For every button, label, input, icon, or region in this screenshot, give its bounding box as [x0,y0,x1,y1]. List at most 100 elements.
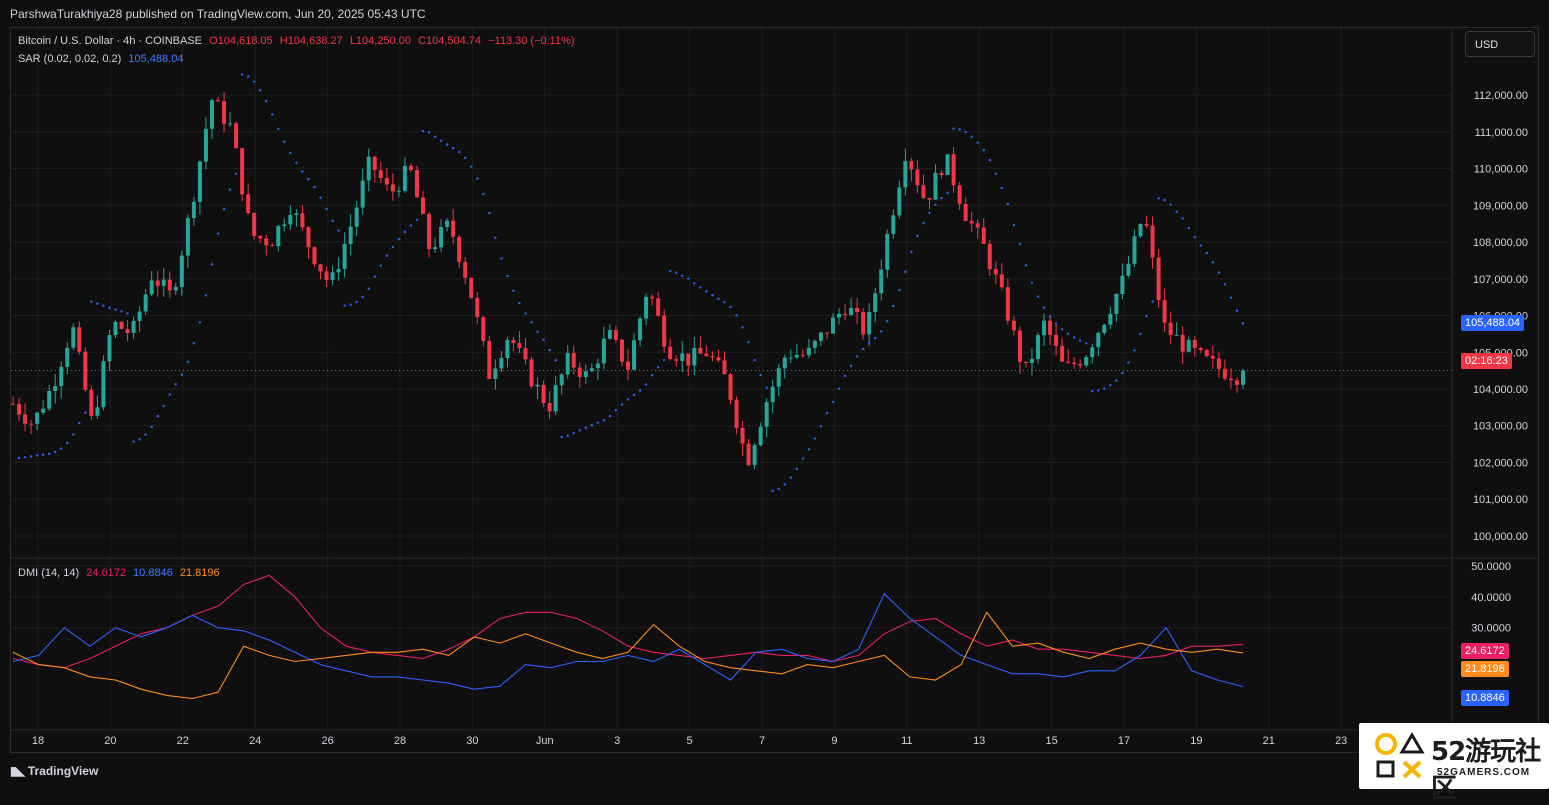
sar-dot [433,135,437,138]
candle-body [131,320,136,334]
sar-dot [524,312,527,315]
sar-dot [602,419,606,422]
sar-dot [819,425,823,428]
sar-dot [150,425,153,429]
dmi-tick-label: 40.0000 [1471,592,1511,604]
price-tick-label: 101,000.00 [1473,494,1528,506]
sar-label[interactable]: SAR (0.02, 0.02, 0.2) [18,53,122,65]
sar-dot [1163,198,1166,202]
sar-dot [1121,371,1124,375]
sar-dot [403,230,407,234]
sar-dot [916,234,919,238]
candle-body [59,366,64,387]
candle-body [276,226,281,247]
sar-dot [693,281,696,285]
sar-dot [451,147,455,150]
candle-body [987,243,992,270]
sar-dot [307,177,310,181]
sar-dot [1097,389,1100,392]
sar-dot [765,386,768,389]
watermark: 52游玩社区 52GAMERS.COM [1359,723,1549,804]
currency-button[interactable]: USD [1465,31,1535,57]
dmi-label[interactable]: DMI (14, 14) [18,567,80,579]
candle-body [818,332,823,341]
candle-body [975,223,980,228]
sar-dot [174,383,177,386]
sar-dot [669,269,672,273]
sar-dot [35,454,39,457]
sar-dot [1217,271,1221,274]
sar-dot [1079,339,1082,342]
high-value: H104,638.27 [279,35,343,47]
candle-body [95,407,100,416]
price-legend: Bitcoin / U.S. Dollar · 4h · COINBASE O1… [18,35,579,47]
candle-body [324,271,329,281]
sar-dot [470,165,473,168]
sar-dot [102,304,105,307]
candle-body [1090,347,1095,358]
candle-body [601,338,606,364]
candle-body [547,403,552,412]
price-tick-label: 112,000.00 [1474,90,1528,102]
sar-dot [295,161,298,165]
sar-dot [982,148,985,152]
sar-dot [940,197,943,200]
sar-dot [379,264,382,267]
candle-body [113,321,118,336]
candle-body [216,100,220,102]
sar-dot [729,305,732,309]
candle-body [692,347,697,366]
candle-body [197,161,202,202]
sar-dot [861,347,865,351]
sar-dot [162,404,165,408]
candle-body [1234,380,1239,385]
candle-body [240,148,245,195]
candle-body [824,332,829,334]
sar-dot [1085,342,1088,345]
sar-dot [867,341,871,345]
dmi-minus-badge: 10.8846 [1461,690,1509,706]
candle-body [222,101,227,124]
candle-body [408,165,413,171]
candle-body [993,269,998,275]
candle-body [613,330,618,340]
candle-body [306,227,311,248]
tradingview-brand[interactable]: ▮◣ TradingView [10,764,98,778]
sar-dot [813,437,817,440]
sar-dot [1018,242,1022,246]
price-tick-label: 110,000.00 [1474,164,1528,176]
candle-body [1005,287,1010,321]
symbol-label[interactable]: Bitcoin / U.S. Dollar · 4h · COINBASE [18,35,202,47]
sar-dot [120,310,123,313]
sar-dot [747,340,750,344]
sar-dot [662,358,666,362]
sar-dot [126,312,129,315]
sar-dot [23,456,27,459]
candle-body [119,321,124,329]
candle-body [137,311,142,321]
watermark-subtitle: 52GAMERS.COM [1437,767,1531,778]
candle-body [65,347,70,367]
sar-dot [506,274,509,278]
sar-dot [554,358,557,362]
candle-body [1096,332,1101,348]
sar-dot [464,156,467,160]
candle-body [396,190,401,192]
sar-dot [614,408,618,412]
sar-dot [626,398,630,401]
sar-dot [47,452,51,456]
candle-body [583,371,588,377]
candle-body [559,374,564,386]
sar-dot [970,135,973,138]
candle-body [143,294,148,312]
candle-body [788,357,793,359]
candle-body [101,361,106,408]
candle-body [589,368,594,372]
candle-body [752,445,757,466]
sar-dot [488,211,491,215]
candle-body [999,274,1004,288]
candle-body [1120,275,1125,295]
time-tick-label: 26 [321,735,333,747]
candle-body [372,156,377,171]
